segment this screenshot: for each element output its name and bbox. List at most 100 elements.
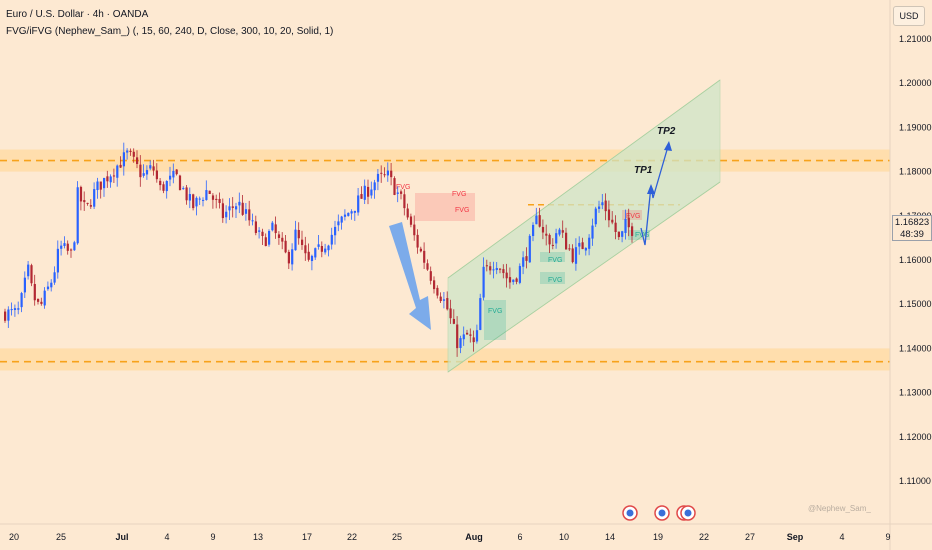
candle-body — [215, 198, 218, 201]
candle-body — [373, 182, 376, 191]
candle-body — [20, 293, 23, 308]
candle-body — [202, 199, 205, 201]
candle-body — [538, 215, 541, 227]
candle-body — [512, 279, 515, 283]
currency-button[interactable]: USD — [893, 6, 925, 26]
candle-body — [83, 200, 86, 203]
channel-layer — [447, 79, 721, 373]
candle-body — [96, 181, 99, 191]
candle-body — [23, 277, 26, 293]
candle-body — [499, 268, 502, 270]
candle-body — [4, 311, 7, 321]
candle-body — [60, 245, 63, 249]
time-tick-label: 20 — [9, 532, 19, 542]
candle-body — [13, 308, 17, 311]
indicator-legend[interactable]: FVG/iFVG (Nephew_Sam_) (, 15, 60, 240, D… — [6, 26, 334, 37]
candle-body — [495, 267, 498, 271]
fvg-bullish-box — [628, 230, 650, 240]
tp2-label: TP2 — [657, 126, 676, 137]
candle-body — [330, 234, 333, 245]
fvg-label: FVG — [455, 207, 469, 214]
candle-body — [320, 246, 323, 252]
candle-body — [367, 186, 370, 197]
candle-body — [386, 170, 389, 176]
down-arrow — [389, 222, 431, 330]
candle-body — [165, 181, 168, 192]
candle-body — [76, 187, 79, 244]
candle-body — [241, 202, 244, 215]
candle-body — [337, 221, 340, 226]
candle-body — [489, 266, 492, 271]
time-tick-label: 13 — [253, 532, 263, 542]
price-tick-label: 1.19000 — [899, 122, 932, 132]
candle-body — [528, 235, 531, 263]
candle-body — [561, 230, 564, 233]
candle-body — [485, 265, 488, 267]
candle-body — [93, 189, 96, 207]
candle-body — [46, 286, 50, 290]
candle-body — [70, 249, 73, 251]
candle-body — [459, 338, 462, 348]
fvg-bullish-box — [540, 252, 565, 262]
candle-body — [27, 264, 30, 277]
candle-body — [208, 190, 211, 194]
candle-body — [56, 248, 59, 273]
candle-body — [469, 334, 472, 336]
candle-body — [264, 237, 267, 247]
candle-body — [129, 150, 132, 152]
candle-body — [307, 251, 310, 260]
candle-body — [515, 278, 518, 282]
candle-body — [195, 197, 198, 207]
candle-body — [551, 244, 554, 246]
candle-body — [479, 298, 482, 330]
time-tick-label: 25 — [56, 532, 66, 542]
candle-body — [383, 174, 386, 176]
candle-body — [182, 188, 185, 190]
time-tick-label: 22 — [347, 532, 357, 542]
candle-body — [419, 248, 422, 252]
candle-body — [281, 237, 284, 242]
candle-body — [607, 209, 611, 221]
fvg-bearish-box — [415, 205, 475, 221]
price-tick-label: 1.20000 — [899, 78, 932, 88]
candle-body — [109, 176, 112, 183]
candle-body — [277, 234, 281, 238]
candle-body — [33, 283, 36, 301]
candle-body — [287, 251, 290, 264]
candle-body — [588, 237, 591, 249]
time-tick-label: 19 — [653, 532, 663, 542]
candle-body — [535, 215, 538, 225]
candle-body — [244, 209, 248, 214]
support-zone — [0, 348, 890, 371]
candle-body — [406, 208, 409, 218]
time-tick-label: Jul — [115, 532, 128, 542]
candle-body — [178, 175, 182, 191]
time-tick-label: 25 — [392, 532, 402, 542]
candle-body — [89, 205, 92, 207]
tp1-arrowhead — [647, 184, 655, 194]
candle-body — [86, 202, 89, 204]
candle-body — [370, 189, 373, 196]
fvg-label: FVG — [626, 213, 640, 220]
candle-body — [238, 201, 241, 206]
candle-body — [37, 298, 40, 302]
candle-body — [601, 202, 604, 206]
candle-body — [132, 151, 135, 157]
channel-top-line — [447, 79, 721, 279]
candle-body — [565, 232, 568, 250]
fvg-label: FVG — [548, 277, 562, 284]
candle-body — [631, 226, 634, 236]
candle-body — [301, 239, 304, 246]
flag-icon — [658, 509, 666, 517]
time-tick-label: 10 — [559, 532, 569, 542]
time-tick-label: Sep — [787, 532, 804, 542]
candle-body — [145, 170, 149, 175]
candle-body — [50, 282, 53, 288]
candle-body — [400, 191, 403, 194]
candle-body — [63, 243, 66, 246]
candle-body — [545, 233, 548, 236]
annotations-layer: TP1 TP2 — [389, 126, 696, 521]
time-tick-label: 9 — [210, 532, 215, 542]
